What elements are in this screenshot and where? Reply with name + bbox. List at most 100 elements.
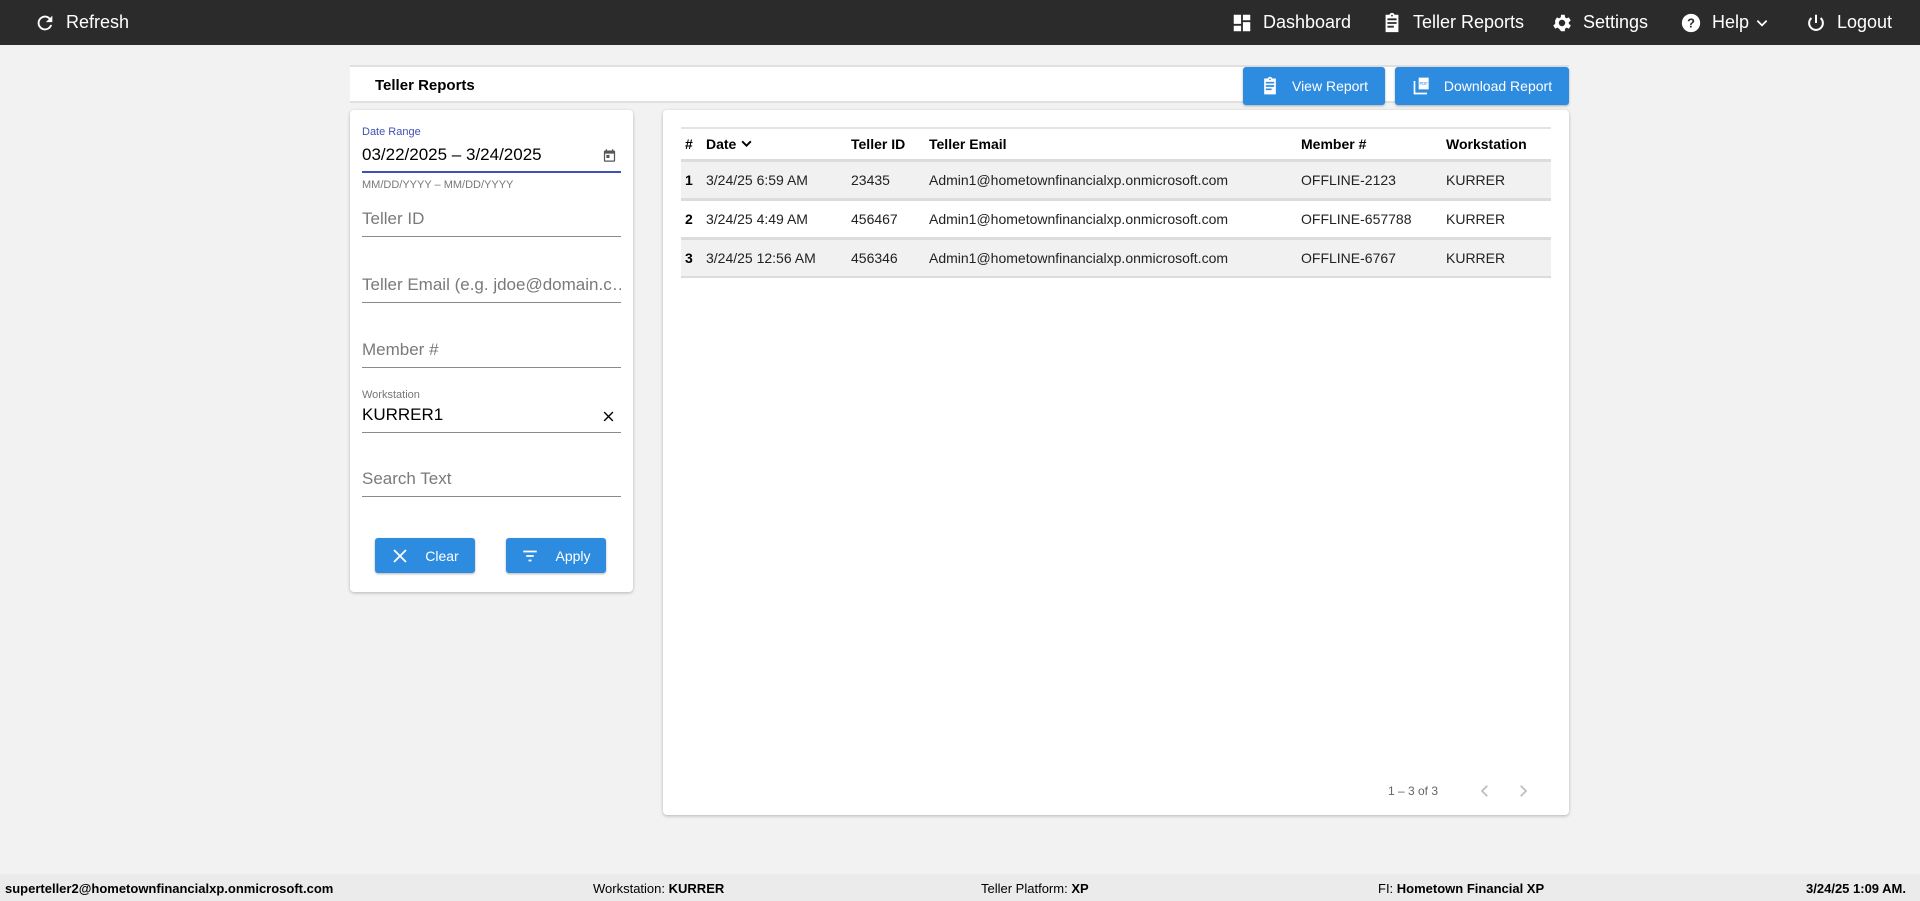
row-teller-id: 456346 — [851, 236, 929, 278]
status-workstation-value: KURRER — [668, 881, 725, 896]
row-member: OFFLINE-657788 — [1301, 197, 1446, 238]
status-fi: FI: Hometown Financial XP — [1378, 881, 1544, 896]
nav-settings-label: Settings — [1583, 12, 1649, 32]
search-text-input[interactable]: Search Text — [362, 466, 621, 497]
teller-reports-table: # Date Teller ID Teller Email Member # W… — [681, 127, 1551, 278]
row-teller-email: Admin1@hometownfinancialxp.onmicrosoft.c… — [929, 197, 1301, 238]
power-icon — [1808, 14, 1824, 31]
column-header-number: # — [681, 127, 706, 160]
row-member: OFFLINE-6767 — [1301, 236, 1446, 278]
table-row[interactable]: 2 3/24/25 4:49 AM 456467 Admin1@hometownfin… — [681, 197, 1551, 238]
nav-teller-reports-label: Teller Reports — [1413, 12, 1525, 32]
download-report-button[interactable]: PDF Download Report — [1395, 67, 1569, 105]
status-datetime: 3/24/25 1:09 AM. — [1806, 881, 1906, 896]
status-user-email: superteller2@hometownfinancialxp.onmicro… — [5, 881, 334, 896]
date-range-input[interactable]: 03/22/2025 – 3/24/2025 — [362, 145, 542, 164]
status-platform: Teller Platform: XP — [981, 881, 1089, 896]
teller-email-placeholder: Teller Email (e.g. jdoe@domain.c… — [362, 275, 621, 294]
status-platform-value: XP — [1071, 881, 1089, 896]
nav-settings[interactable]: Settings — [1551, 0, 1648, 45]
close-icon — [393, 548, 407, 563]
status-bar: superteller2@hometownfinancialxp.onmicro… — [0, 874, 1920, 901]
status-datetime-value: 3/24/25 1:09 AM. — [1806, 881, 1906, 896]
member-number-input[interactable]: Member # — [362, 337, 621, 368]
refresh-label: Refresh — [66, 12, 130, 32]
pagination-range: 1 – 3 of 3 — [1387, 784, 1438, 798]
page-title: Teller Reports — [375, 77, 475, 94]
row-teller-id: 456467 — [851, 197, 929, 238]
row-workstation: KURRER — [1446, 236, 1551, 278]
workstation-input[interactable]: Workstation KURRER1 — [362, 389, 621, 433]
status-fi-value: Hometown Financial XP — [1396, 881, 1545, 896]
apply-button[interactable]: Apply — [506, 538, 606, 573]
sort-descending-icon — [741, 140, 752, 147]
clipboard-icon — [1385, 12, 1399, 32]
page-header: Teller Reports View Report PDF Download … — [350, 65, 1569, 105]
workstation-value: KURRER1 — [362, 405, 444, 424]
column-header-teller-id[interactable]: Teller ID — [851, 127, 929, 160]
nav-dashboard-label: Dashboard — [1263, 12, 1352, 32]
view-report-button[interactable]: View Report — [1243, 67, 1385, 105]
next-page-icon[interactable] — [1514, 782, 1532, 800]
column-header-date[interactable]: Date — [706, 127, 851, 160]
row-teller-email: Admin1@hometownfinancialxp.onmicrosoft.c… — [929, 236, 1301, 278]
column-header-teller-email[interactable]: Teller Email — [929, 127, 1301, 160]
download-report-label: Download Report — [1443, 78, 1553, 94]
member-number-placeholder: Member # — [362, 340, 439, 359]
view-report-label: View Report — [1291, 78, 1368, 94]
table-row[interactable]: 1 3/24/25 6:59 AM 23435 Admin1@hometownfina… — [681, 158, 1551, 199]
column-header-member[interactable]: Member # — [1301, 127, 1446, 160]
row-member: OFFLINE-2123 — [1301, 158, 1446, 199]
date-range-field[interactable]: Date Range 03/22/2025 – 3/24/2025 — [362, 126, 621, 173]
nav-help[interactable]: ? Help — [1680, 0, 1769, 45]
help-icon: ? — [1681, 13, 1701, 32]
filter-icon — [523, 550, 538, 561]
calendar-icon[interactable] — [602, 148, 617, 163]
row-number: 3 — [681, 236, 706, 278]
nav-teller-reports[interactable]: Teller Reports — [1381, 0, 1524, 45]
clear-input-icon[interactable] — [602, 410, 615, 423]
filter-panel: Date Range 03/22/2025 – 3/24/2025 MM/DD/… — [350, 110, 633, 592]
results-panel: # Date Teller ID Teller Email Member # W… — [663, 110, 1569, 815]
row-teller-id: 23435 — [851, 158, 929, 199]
table-row[interactable]: 3 3/24/25 12:56 AM 456346 Admin1@hometownfi… — [681, 236, 1551, 278]
svg-text:?: ? — [1687, 15, 1695, 30]
status-user: superteller2@hometownfinancialxp.onmicro… — [5, 881, 333, 896]
gear-icon — [1553, 14, 1571, 31]
table-header-row: # Date Teller ID Teller Email Member # W… — [681, 127, 1551, 160]
status-workstation-label: Workstation: — [593, 881, 666, 896]
clear-label: Clear — [425, 547, 459, 564]
row-date: 3/24/25 6:59 AM — [706, 158, 851, 199]
teller-id-placeholder: Teller ID — [362, 209, 425, 228]
previous-page-icon[interactable] — [1476, 782, 1494, 800]
workstation-label: Workstation — [362, 389, 420, 401]
chevron-down-icon — [1756, 19, 1768, 27]
status-platform-label: Teller Platform: — [981, 881, 1068, 896]
row-date: 3/24/25 12:56 AM — [706, 236, 851, 278]
nav-logout[interactable]: Logout — [1805, 0, 1892, 45]
row-teller-email: Admin1@hometownfinancialxp.onmicrosoft.c… — [929, 158, 1301, 199]
date-range-label: Date Range — [362, 126, 421, 138]
row-number: 2 — [681, 197, 706, 238]
dashboard-icon — [1233, 14, 1251, 31]
column-header-workstation[interactable]: Workstation — [1446, 127, 1551, 160]
nav-logout-label: Logout — [1837, 12, 1893, 32]
date-range-hint: MM/DD/YYYY – MM/DD/YYYY — [362, 179, 514, 191]
clear-button[interactable]: Clear — [375, 538, 475, 573]
status-workstation: Workstation: KURRER — [593, 881, 724, 896]
nav-help-label: Help — [1712, 12, 1750, 32]
row-date: 3/24/25 4:49 AM — [706, 197, 851, 238]
pagination: 1 – 3 of 3 — [1388, 778, 1569, 804]
clipboard-icon — [1264, 76, 1276, 95]
svg-text:PDF: PDF — [1419, 81, 1428, 86]
row-number: 1 — [681, 158, 706, 199]
teller-id-input[interactable]: Teller ID — [362, 206, 621, 237]
status-fi-label: FI: — [1378, 881, 1394, 896]
row-workstation: KURRER — [1446, 158, 1551, 199]
search-text-placeholder: Search Text — [362, 469, 452, 488]
nav-dashboard[interactable]: Dashboard — [1231, 0, 1351, 45]
refresh-button[interactable]: Refresh — [34, 0, 129, 45]
column-header-date-label: Date — [706, 135, 737, 152]
pdf-icon: PDF — [1413, 77, 1429, 95]
teller-email-input[interactable]: Teller Email (e.g. jdoe@domain.c… — [362, 272, 621, 303]
